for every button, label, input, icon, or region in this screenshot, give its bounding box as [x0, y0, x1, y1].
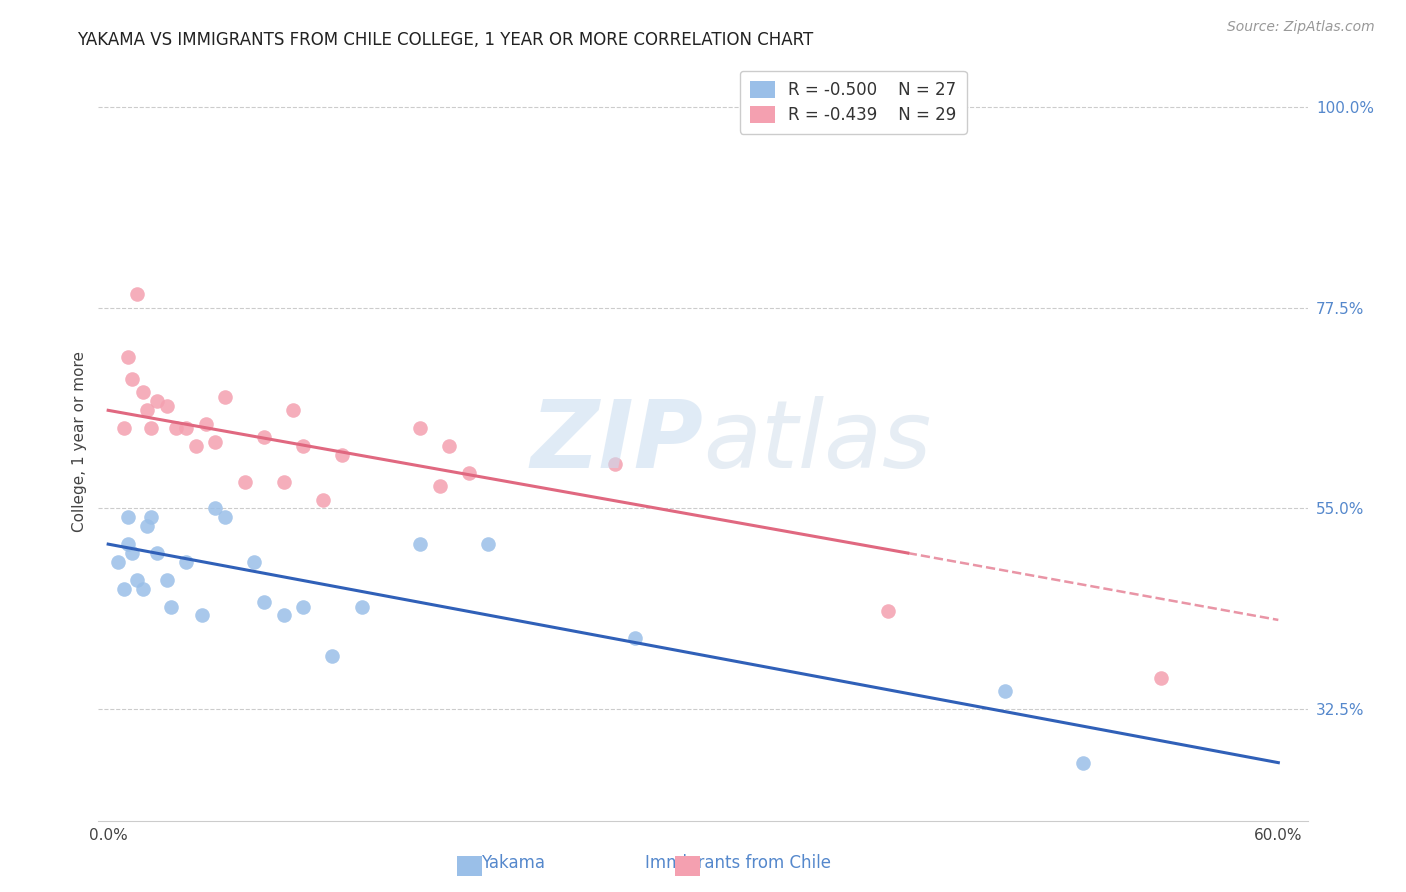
- Point: [1150, 671, 1173, 685]
- Point: [107, 555, 129, 569]
- Point: [121, 546, 143, 560]
- Point: [273, 608, 295, 623]
- Point: [214, 510, 236, 524]
- Point: [292, 599, 315, 614]
- Point: [139, 421, 162, 435]
- Point: [458, 466, 481, 480]
- Point: [139, 510, 162, 524]
- Point: [127, 287, 149, 301]
- Point: [156, 573, 179, 587]
- Point: [117, 350, 139, 364]
- Point: [132, 582, 155, 596]
- Point: [112, 582, 135, 596]
- Point: [156, 399, 179, 413]
- Point: [429, 479, 451, 493]
- Point: [136, 403, 159, 417]
- Point: [112, 421, 135, 435]
- Legend: R = -0.500    N = 27, R = -0.439    N = 29: R = -0.500 N = 27, R = -0.439 N = 29: [740, 70, 967, 134]
- Point: [146, 394, 169, 409]
- Point: [233, 475, 256, 489]
- Point: [253, 430, 276, 444]
- Point: [994, 684, 1017, 698]
- Point: [132, 385, 155, 400]
- Point: [214, 390, 236, 404]
- Point: [321, 648, 343, 663]
- Point: [409, 421, 432, 435]
- Point: [409, 537, 432, 551]
- Point: [243, 555, 266, 569]
- Point: [191, 608, 214, 623]
- Point: [477, 537, 499, 551]
- Point: [312, 492, 335, 507]
- Point: [283, 403, 305, 417]
- Point: [292, 439, 315, 453]
- Point: [439, 439, 461, 453]
- Point: [273, 475, 295, 489]
- Point: [350, 599, 373, 614]
- Text: Yakama: Yakama: [481, 855, 546, 872]
- Point: [194, 417, 217, 431]
- Point: [174, 555, 197, 569]
- Point: [605, 457, 627, 471]
- Point: [121, 372, 143, 386]
- Point: [117, 537, 139, 551]
- Point: [877, 604, 900, 618]
- Point: [117, 510, 139, 524]
- Y-axis label: College, 1 year or more: College, 1 year or more: [72, 351, 87, 532]
- Point: [127, 573, 149, 587]
- Point: [174, 421, 197, 435]
- Point: [330, 448, 353, 462]
- Text: Source: ZipAtlas.com: Source: ZipAtlas.com: [1227, 20, 1375, 34]
- Point: [204, 434, 226, 449]
- Text: atlas: atlas: [703, 396, 931, 487]
- Point: [136, 519, 159, 533]
- Point: [165, 421, 187, 435]
- Point: [146, 546, 169, 560]
- Point: [204, 501, 226, 516]
- Point: [253, 595, 276, 609]
- Point: [623, 631, 645, 645]
- Text: ZIP: ZIP: [530, 395, 703, 488]
- Point: [159, 599, 181, 614]
- Text: Immigrants from Chile: Immigrants from Chile: [645, 855, 831, 872]
- Text: YAKAMA VS IMMIGRANTS FROM CHILE COLLEGE, 1 YEAR OR MORE CORRELATION CHART: YAKAMA VS IMMIGRANTS FROM CHILE COLLEGE,…: [77, 31, 814, 49]
- Point: [184, 439, 207, 453]
- Point: [1071, 756, 1094, 770]
